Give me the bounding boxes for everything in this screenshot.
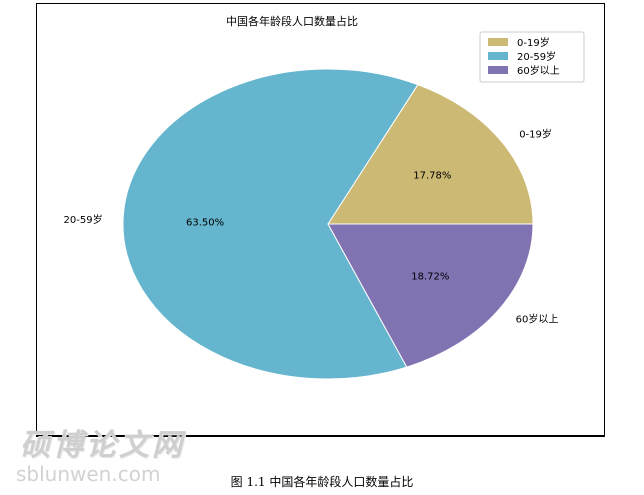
pie-labels: 17.78% 0-19岁 63.50% 20-59岁 18.72% 60岁以上 bbox=[64, 128, 559, 326]
watermark-logo: 硕博论文网 sblunwen.com bbox=[12, 420, 202, 490]
pie-percent-label-2: 18.72% bbox=[411, 272, 449, 283]
legend-swatch-0 bbox=[488, 38, 508, 46]
pie-category-label-0: 0-19岁 bbox=[519, 128, 552, 141]
legend: 0-19岁 20-59岁 60岁以上 bbox=[479, 31, 585, 83]
pie-slice-0 bbox=[327, 84, 534, 225]
pie-slice-1 bbox=[122, 68, 419, 380]
pie-category-label-1: 20-59岁 bbox=[64, 213, 103, 226]
pie-percent-label-0: 17.78% bbox=[413, 171, 451, 182]
watermark-url-text: sblunwen.com bbox=[16, 462, 161, 486]
pie-category-label-2: 60岁以上 bbox=[516, 313, 559, 326]
pie-chart: 中国各年龄段人口数量占比 17.78% 0-19岁 63.50% 20-59岁 18.7… bbox=[64, 14, 585, 380]
watermark-chinese-text: 硕博论文网 bbox=[20, 428, 185, 463]
chart-title: 中国各年龄段人口数量占比 bbox=[226, 14, 358, 28]
legend-label-1: 20-59岁 bbox=[517, 50, 556, 63]
pie-percent-label-1: 63.50% bbox=[186, 217, 224, 228]
pie-slices bbox=[122, 68, 534, 380]
figure-caption: 图 1.1 中国各年龄段人口数量占比 bbox=[230, 475, 414, 489]
pie-slice-2 bbox=[327, 223, 534, 368]
legend-label-0: 0-19岁 bbox=[517, 36, 550, 49]
legend-swatch-2 bbox=[488, 66, 508, 74]
chart-frame: 中国各年龄段人口数量占比 17.78% 0-19岁 63.50% 20-59岁 18.7… bbox=[36, 3, 605, 437]
legend-label-2: 60岁以上 bbox=[517, 64, 560, 77]
legend-swatch-1 bbox=[488, 52, 508, 60]
